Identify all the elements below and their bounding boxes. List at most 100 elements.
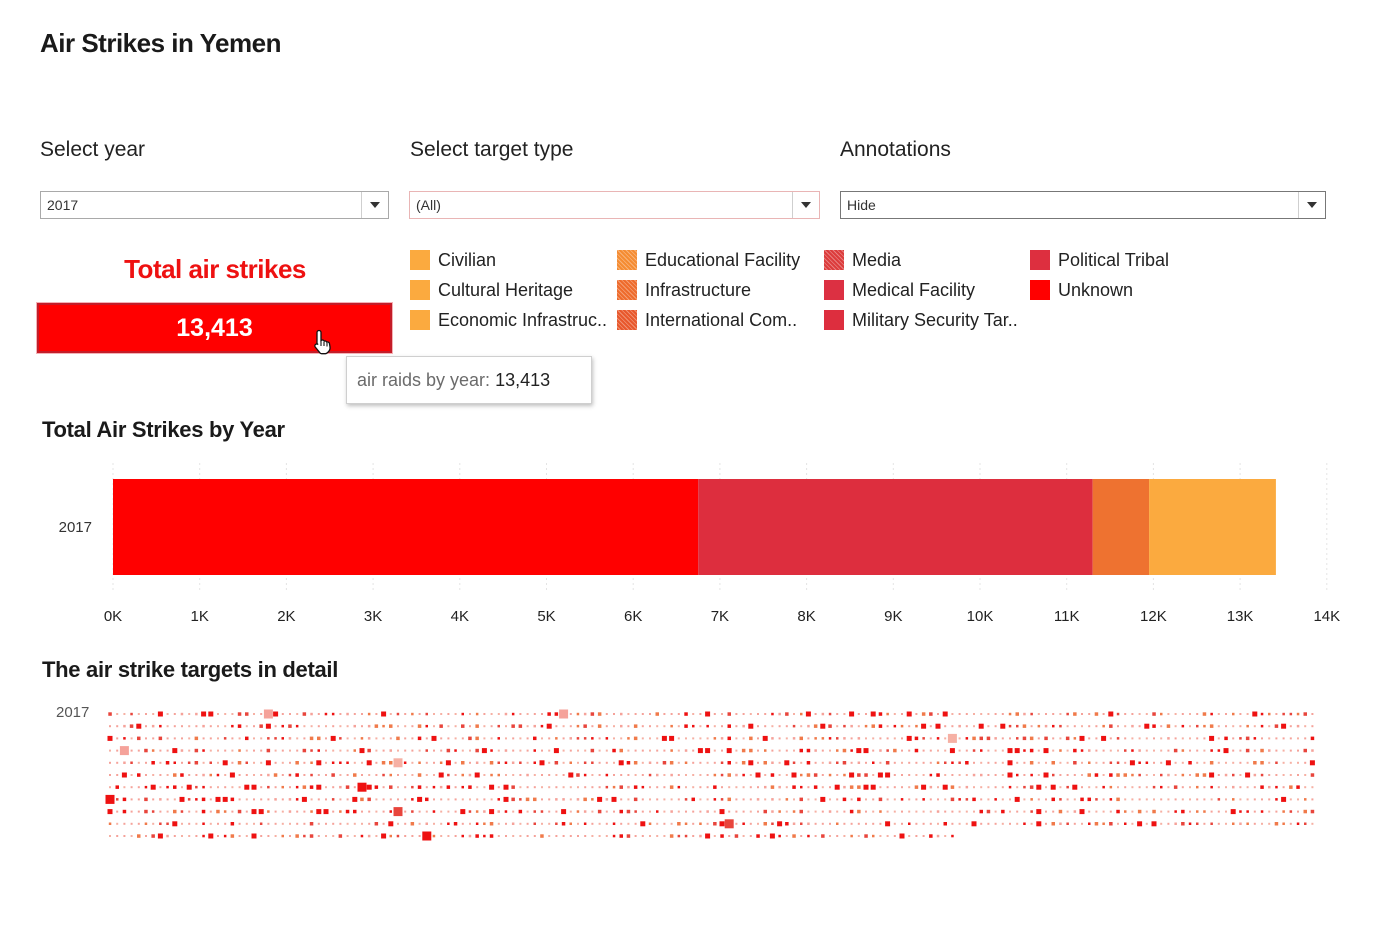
target-dot[interactable]	[742, 786, 745, 789]
target-dot[interactable]	[699, 798, 702, 801]
target-dot[interactable]	[526, 810, 529, 813]
target-dot[interactable]	[865, 798, 867, 801]
target-dot[interactable]	[901, 737, 903, 740]
target-dot[interactable]	[389, 810, 393, 813]
target-dot[interactable]	[396, 834, 400, 838]
target-dot[interactable]	[684, 712, 688, 716]
target-dot[interactable]	[713, 835, 716, 837]
target-dot[interactable]	[393, 758, 403, 768]
target-dot[interactable]	[979, 809, 984, 814]
target-dot[interactable]	[914, 736, 919, 741]
target-dot[interactable]	[857, 809, 861, 814]
target-dot[interactable]	[1029, 761, 1034, 765]
target-dot[interactable]	[699, 725, 702, 728]
target-dot[interactable]	[1145, 822, 1148, 825]
target-dot[interactable]	[849, 711, 855, 717]
target-dot[interactable]	[1043, 748, 1049, 754]
target-dot[interactable]	[330, 735, 336, 741]
target-dot[interactable]	[345, 785, 350, 789]
target-dot[interactable]	[265, 723, 271, 729]
target-dot[interactable]	[713, 810, 716, 813]
target-dot[interactable]	[382, 724, 385, 728]
target-dot[interactable]	[230, 834, 235, 838]
target-dot[interactable]	[490, 737, 493, 740]
target-dot[interactable]	[1289, 749, 1292, 752]
target-dot[interactable]	[764, 835, 767, 837]
target-dot[interactable]	[691, 797, 696, 802]
target-dot[interactable]	[1081, 822, 1083, 825]
legend-item-economic-infrastructure[interactable]: Economic Infrastruc..	[410, 309, 607, 331]
target-dot[interactable]	[886, 810, 889, 813]
target-dot[interactable]	[951, 713, 954, 715]
target-dot[interactable]	[764, 749, 767, 752]
target-dot[interactable]	[692, 749, 695, 752]
target-dot[interactable]	[339, 761, 342, 765]
target-dot[interactable]	[872, 798, 875, 801]
target-dot[interactable]	[770, 773, 775, 777]
target-dot[interactable]	[885, 761, 890, 765]
target-dot[interactable]	[202, 737, 205, 740]
target-dot[interactable]	[1174, 737, 1177, 740]
target-dot[interactable]	[656, 822, 659, 825]
target-dot[interactable]	[1066, 749, 1069, 752]
target-dot[interactable]	[331, 712, 335, 716]
target-dot[interactable]	[1268, 725, 1271, 728]
target-dot[interactable]	[526, 725, 529, 728]
target-dot[interactable]	[619, 785, 624, 789]
year-select[interactable]: 2017	[40, 191, 389, 219]
target-dot[interactable]	[591, 822, 594, 825]
target-dot[interactable]	[526, 713, 529, 715]
target-dot[interactable]	[771, 712, 774, 716]
target-dot[interactable]	[223, 810, 227, 813]
target-dot[interactable]	[166, 785, 169, 789]
target-dot[interactable]	[123, 713, 126, 715]
target-dot[interactable]	[836, 822, 839, 826]
target-dot[interactable]	[187, 798, 191, 801]
target-dot[interactable]	[159, 786, 162, 789]
target-dot[interactable]	[497, 737, 501, 740]
target-dot[interactable]	[800, 785, 803, 789]
target-dot[interactable]	[1160, 798, 1163, 801]
target-dot[interactable]	[295, 773, 299, 777]
target-dot[interactable]	[237, 724, 242, 728]
target-dot[interactable]	[1102, 774, 1105, 776]
target-dot[interactable]	[562, 774, 565, 776]
target-dot[interactable]	[468, 785, 472, 789]
target-dot[interactable]	[159, 761, 162, 764]
target-dot[interactable]	[836, 725, 839, 728]
target-dot[interactable]	[791, 772, 797, 778]
target-dot[interactable]	[411, 774, 414, 776]
target-dot[interactable]	[987, 725, 990, 728]
chevron-down-icon[interactable]	[1298, 192, 1325, 218]
legend-item-civilian[interactable]: Civilian	[410, 249, 496, 271]
target-dot[interactable]	[389, 773, 393, 777]
target-dot[interactable]	[649, 798, 651, 801]
target-dot[interactable]	[1095, 725, 1098, 728]
target-dot[interactable]	[908, 749, 911, 752]
legend-item-educational-facility[interactable]: Educational Facility	[617, 249, 800, 271]
target-dot[interactable]	[475, 761, 479, 765]
target-dot[interactable]	[447, 737, 450, 740]
target-dot[interactable]	[404, 786, 407, 789]
target-dot[interactable]	[202, 834, 205, 838]
target-dot[interactable]	[526, 773, 529, 777]
target-dot[interactable]	[121, 772, 127, 778]
target-dot[interactable]	[202, 761, 205, 764]
target-dot[interactable]	[762, 735, 768, 741]
target-dot[interactable]	[1203, 724, 1206, 728]
target-dot[interactable]	[958, 749, 961, 752]
target-dot[interactable]	[288, 773, 292, 777]
target-dot[interactable]	[915, 724, 918, 728]
target-dot[interactable]	[1167, 822, 1170, 825]
target-dot[interactable]	[404, 725, 407, 728]
target-dot[interactable]	[187, 761, 191, 765]
target-dot[interactable]	[1196, 785, 1199, 789]
target-dot[interactable]	[181, 737, 183, 740]
target-dot[interactable]	[850, 724, 853, 728]
target-dot[interactable]	[224, 713, 227, 715]
target-dot[interactable]	[116, 737, 119, 740]
target-dot[interactable]	[1000, 723, 1006, 729]
target-dot[interactable]	[1160, 761, 1163, 764]
target-dot[interactable]	[677, 810, 680, 813]
target-dot[interactable]	[692, 724, 695, 728]
